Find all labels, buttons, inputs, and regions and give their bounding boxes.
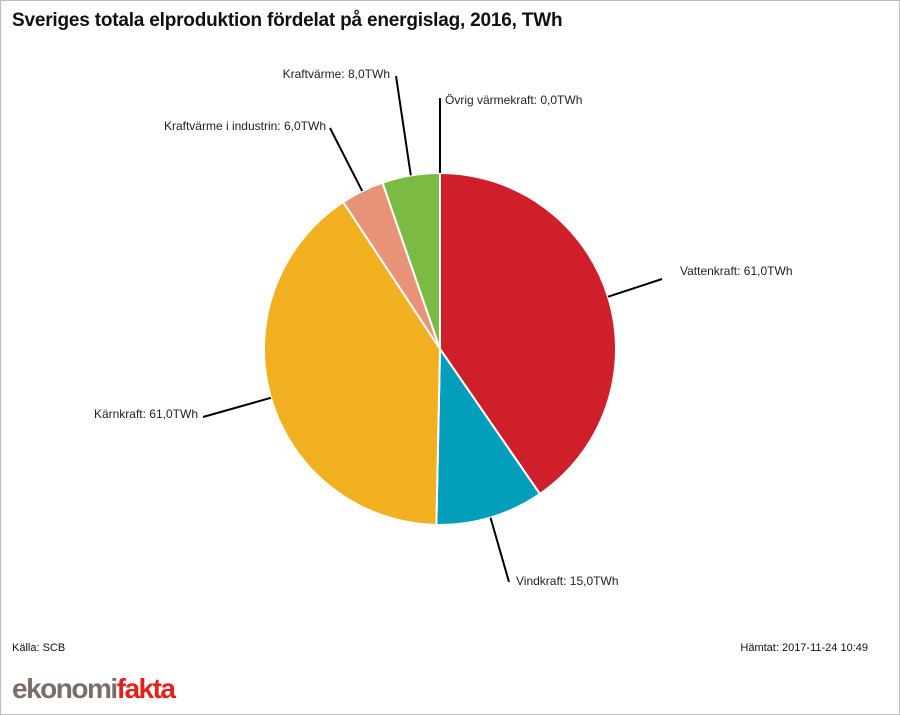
leader-line-vattenkraft bbox=[607, 278, 663, 298]
data-label-vindkraft: Vindkraft: 15,0TWh bbox=[516, 574, 619, 588]
data-label-övrig-värmekraft: Övrig värmekraft: 0,0TWh bbox=[445, 93, 582, 107]
chart-title: Sveriges totala elproduktion fördelat på… bbox=[12, 10, 563, 31]
leader-line-kraftvärme-i-industrin bbox=[329, 127, 364, 192]
leader-line-kraftvärme bbox=[395, 75, 412, 176]
data-label-kärnkraft: Kärnkraft: 61,0TWh bbox=[94, 407, 198, 421]
leader-line-kärnkraft bbox=[202, 396, 272, 418]
pie-slice-vindkraft[interactable] bbox=[435, 345, 542, 526]
data-label-kraftvärme-i-industrin: Kraftvärme i industrin: 6,0TWh bbox=[164, 119, 326, 133]
pie-slice-vattenkraft[interactable] bbox=[439, 171, 617, 496]
leader-line-vindkraft bbox=[489, 517, 510, 583]
fetched-timestamp: Hämtat: 2017-11-24 10:49 bbox=[740, 642, 868, 654]
source-note: Källa: SCB bbox=[12, 642, 66, 654]
ekonomifakta-logo[interactable]: ekonomifakta bbox=[12, 673, 176, 704]
data-label-kraftvärme: Kraftvärme: 8,0TWh bbox=[283, 67, 390, 81]
data-label-vattenkraft: Vattenkraft: 61,0TWh bbox=[680, 264, 793, 278]
